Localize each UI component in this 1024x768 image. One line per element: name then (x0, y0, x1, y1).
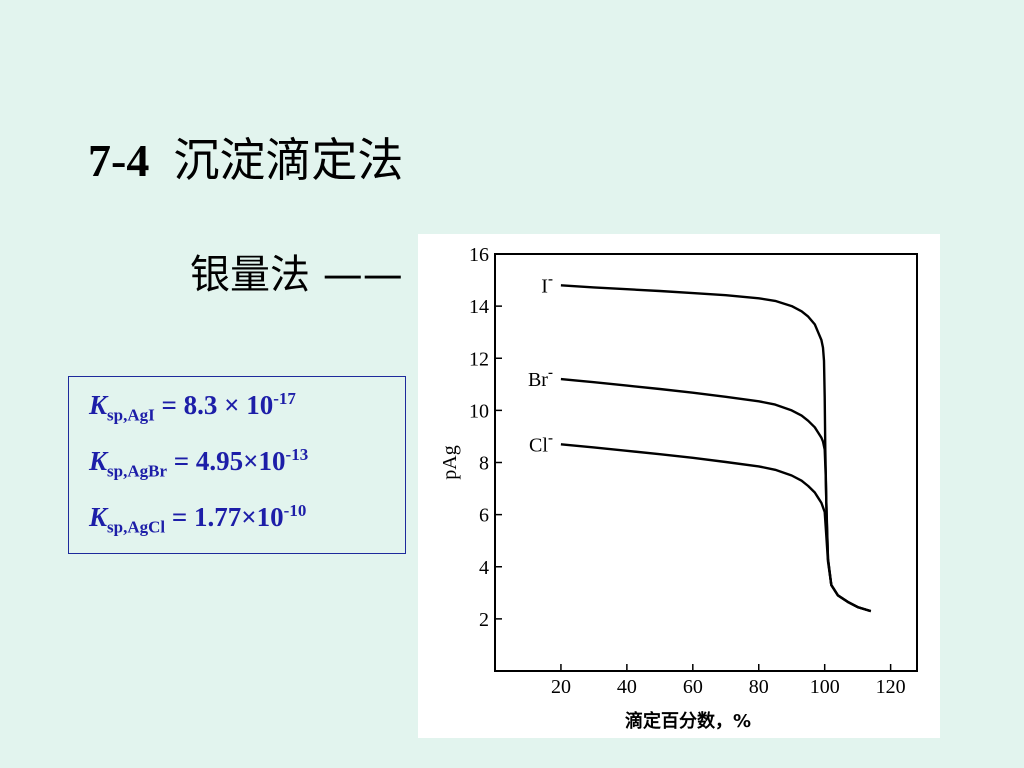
y-tick-label: 10 (469, 400, 489, 422)
ksp-value: = 1.77×10 (165, 502, 284, 532)
y-tick-label: 8 (479, 453, 489, 475)
ksp-symbol: K (89, 390, 108, 420)
x-tick-label: 120 (876, 676, 906, 698)
ksp-exponent: -10 (283, 501, 307, 520)
ksp-line-agbr: Ksp,AgBr = 4.95×10-13 (89, 445, 308, 481)
title-number: 7-4 (88, 135, 150, 186)
x-axis-ticks: 20 40 60 80 100 120 (551, 664, 906, 698)
x-tick-label: 100 (810, 676, 840, 698)
x-tick-label: 20 (551, 676, 571, 698)
series-line-cl (560, 443, 872, 613)
titration-chart: 2 4 6 8 10 12 14 16 20 40 60 80 100 120 I- Br- Cl- pAg… (418, 234, 940, 738)
ksp-symbol: K (89, 446, 108, 476)
ksp-value: = 4.95×10 (167, 446, 286, 476)
ksp-line-agi: Ksp,AgI = 8.3 × 10-17 (89, 389, 296, 425)
series-lines (560, 284, 872, 613)
ksp-exponent: -17 (273, 389, 296, 408)
series-label-br: Br- (528, 365, 553, 391)
title-text: 沉淀滴定法 (173, 133, 404, 187)
x-axis-label: 滴定百分数，% (625, 710, 751, 732)
ksp-exponent: -13 (285, 445, 309, 464)
ksp-symbol: K (89, 502, 108, 532)
ksp-constants-box: Ksp,AgI = 8.3 × 10-17 Ksp,AgBr = 4.95×10… (68, 376, 406, 554)
ksp-line-agcl: Ksp,AgCl = 1.77×10-10 (89, 501, 306, 537)
y-axis-label: pAg (439, 445, 461, 479)
y-tick-label: 16 (469, 244, 489, 266)
ksp-subscript: sp,AgBr (107, 461, 167, 481)
plot-frame (494, 253, 918, 672)
series-label-i: I- (541, 271, 553, 297)
x-tick-label: 80 (749, 676, 769, 698)
ksp-value: = 8.3 × 10 (154, 390, 274, 420)
y-tick-label: 6 (479, 505, 489, 527)
y-tick-label: 4 (479, 557, 489, 579)
x-tick-label: 40 (617, 676, 637, 698)
series-label-cl: Cl- (529, 430, 553, 456)
slide-subtitle: 银量法 —— (190, 252, 403, 298)
slide-title: 7-4 沉淀滴定法 (88, 132, 403, 189)
y-axis-ticks: 2 4 6 8 10 12 14 16 (469, 244, 502, 631)
series-labels: I- Br- Cl- (528, 271, 553, 456)
ksp-subscript: sp,AgCl (107, 517, 166, 537)
y-tick-label: 12 (469, 348, 489, 370)
y-tick-label: 2 (479, 609, 489, 631)
x-tick-label: 60 (683, 676, 703, 698)
titration-chart-svg: 2 4 6 8 10 12 14 16 20 40 60 80 100 120 I- Br- Cl- pAg… (439, 244, 918, 732)
ksp-subscript: sp,AgI (107, 405, 155, 425)
y-tick-label: 14 (469, 296, 489, 318)
